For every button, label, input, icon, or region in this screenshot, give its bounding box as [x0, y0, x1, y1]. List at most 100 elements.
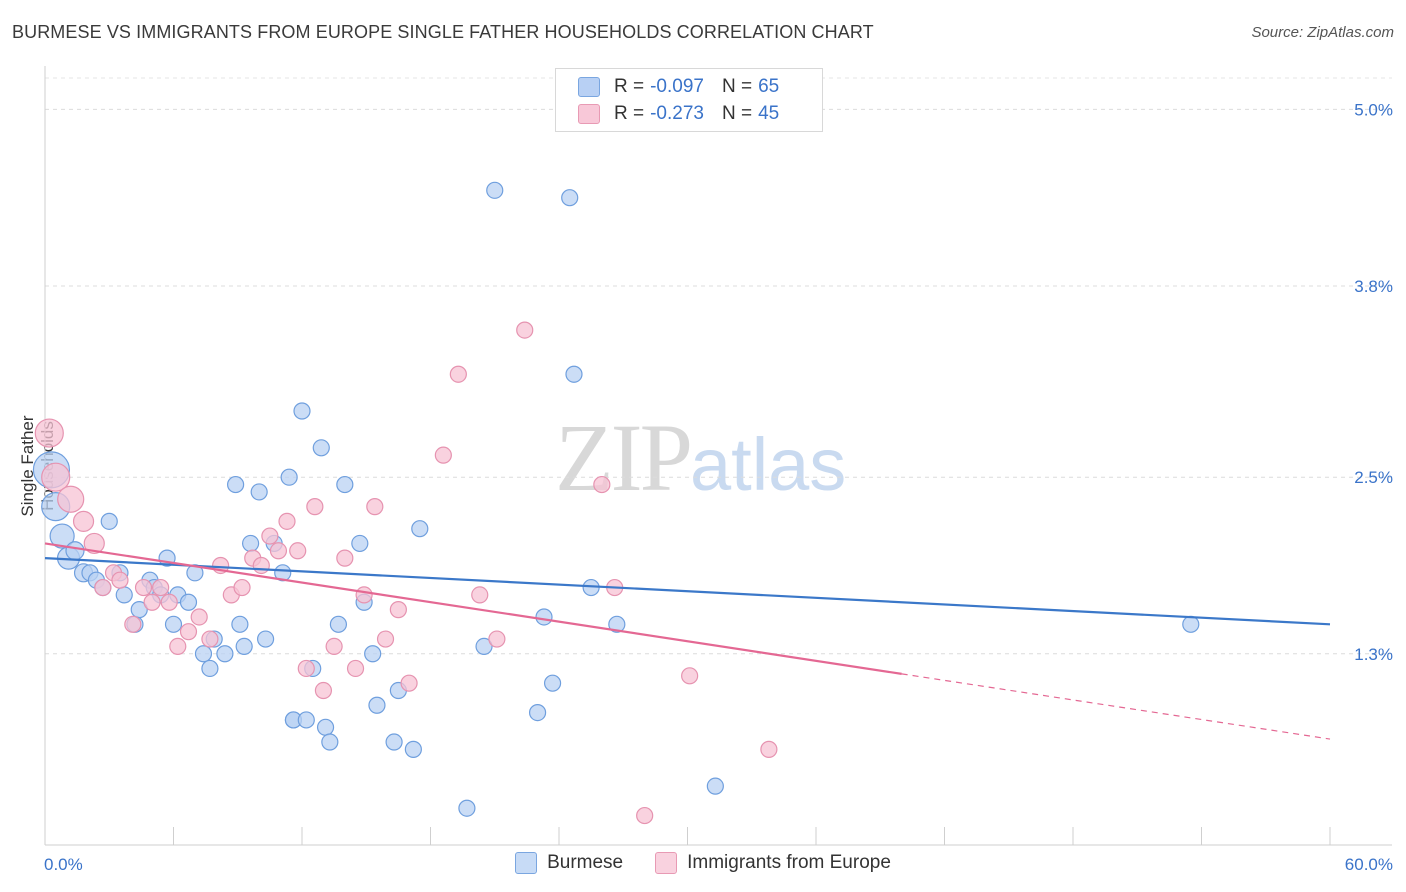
burmese-point: [385, 733, 403, 751]
europe-point: [152, 578, 170, 597]
burmese-point: [364, 645, 382, 663]
europe-point: [169, 637, 187, 655]
series-legend-burmese: Burmese: [515, 852, 623, 874]
burmese-point: [194, 645, 213, 663]
europe-point: [34, 418, 64, 448]
europe-point: [336, 549, 354, 567]
europe-point: [201, 630, 219, 648]
legend-n-value: 65: [758, 76, 780, 97]
burmese-point: [250, 483, 268, 501]
burmese-point: [411, 520, 429, 538]
legend-r-value: -0.097: [650, 76, 704, 97]
burmese-point: [608, 615, 626, 633]
europe-point: [325, 637, 343, 655]
europe-point: [41, 462, 71, 492]
europe-point: [366, 498, 384, 516]
burmese-point: [49, 523, 75, 549]
series-legend-europe: Immigrants from Europe: [655, 852, 891, 874]
burmese-trend-line: [44, 557, 1331, 626]
europe-point: [190, 608, 208, 626]
legend-n-label: N =: [721, 76, 753, 97]
series-swatch-europe: [655, 852, 678, 874]
burmese-point: [297, 711, 315, 729]
europe-point: [306, 498, 324, 516]
watermark-atlas: atlas: [690, 423, 847, 506]
europe-point: [376, 630, 395, 648]
europe-point: [449, 365, 467, 383]
europe-point: [111, 571, 129, 589]
series-label-burmese: Burmese: [547, 852, 624, 873]
y-tick-label: 3.8%: [1354, 277, 1393, 296]
burmese-point: [216, 645, 234, 663]
burmese-point: [130, 601, 148, 619]
burmese-point: [256, 630, 275, 648]
burmese-point: [231, 615, 249, 633]
europe-point: [179, 623, 198, 641]
europe-point: [593, 475, 611, 494]
series-legend: Burmese Immigrants from Europe: [0, 852, 1406, 874]
watermark-zip: ZIP: [555, 404, 693, 511]
europe-point: [400, 674, 418, 692]
europe-point: [72, 510, 95, 532]
burmese-point: [100, 512, 118, 530]
legend-swatch-europe: [578, 104, 600, 124]
burmese-point: [543, 674, 562, 692]
burmese-point: [65, 541, 85, 561]
burmese-point: [561, 189, 579, 207]
europe-point: [314, 681, 333, 700]
europe-point: [760, 740, 778, 758]
burmese-point: [321, 733, 339, 751]
europe-point: [83, 532, 105, 555]
legend-n-value: 45: [758, 103, 780, 124]
europe-point: [269, 542, 288, 560]
burmese-point: [280, 468, 298, 486]
x-tick-label: 60.0%: [1345, 855, 1393, 874]
europe-point: [252, 556, 270, 575]
burmese-point: [1182, 615, 1200, 633]
burmese-point: [242, 534, 260, 553]
burmese-point: [293, 402, 311, 420]
europe-trend-extension: [901, 673, 1331, 740]
europe-point: [261, 527, 279, 545]
europe-point: [134, 578, 153, 597]
legend-n-label: N =: [721, 103, 753, 124]
burmese-point: [115, 586, 133, 604]
burmese-point: [368, 696, 386, 714]
burmese-point: [486, 181, 504, 199]
burmese-point: [528, 703, 547, 722]
burmese-point: [201, 659, 219, 678]
legend-swatch-burmese: [578, 77, 600, 97]
legend-r-label: R =: [614, 76, 645, 97]
europe-point: [297, 659, 315, 678]
europe-point: [124, 615, 142, 633]
europe-point: [471, 586, 489, 604]
europe-point: [233, 578, 251, 597]
burmese-point: [565, 365, 583, 383]
europe-point: [681, 667, 699, 685]
x-tick-label: 0.0%: [44, 855, 83, 874]
europe-point: [488, 630, 506, 648]
europe-point: [278, 512, 296, 530]
europe-point: [389, 601, 407, 619]
burmese-point: [274, 564, 292, 582]
source-label: Source: ZipAtlas.com: [1251, 24, 1394, 41]
europe-point: [434, 446, 452, 464]
chart-title: BURMESE VS IMMIGRANTS FROM EUROPE SINGLE…: [12, 22, 874, 42]
y-tick-label: 5.0%: [1354, 100, 1393, 119]
burmese-point: [404, 740, 422, 758]
europe-point: [57, 485, 85, 513]
burmese-point: [475, 637, 493, 655]
watermark: ZIPatlas: [555, 402, 846, 513]
burmese-point: [227, 475, 245, 494]
europe-point: [346, 659, 365, 678]
legend-r-value: -0.273: [650, 103, 704, 124]
burmese-point: [458, 799, 476, 817]
legend-row-burmese: R = -0.097 N = 65: [578, 75, 779, 99]
burmese-point: [316, 718, 335, 736]
burmese-point: [179, 593, 198, 611]
europe-point: [143, 593, 161, 611]
series-swatch-burmese: [515, 852, 538, 874]
burmese-point: [329, 615, 348, 633]
series-label-europe: Immigrants from Europe: [687, 852, 891, 873]
